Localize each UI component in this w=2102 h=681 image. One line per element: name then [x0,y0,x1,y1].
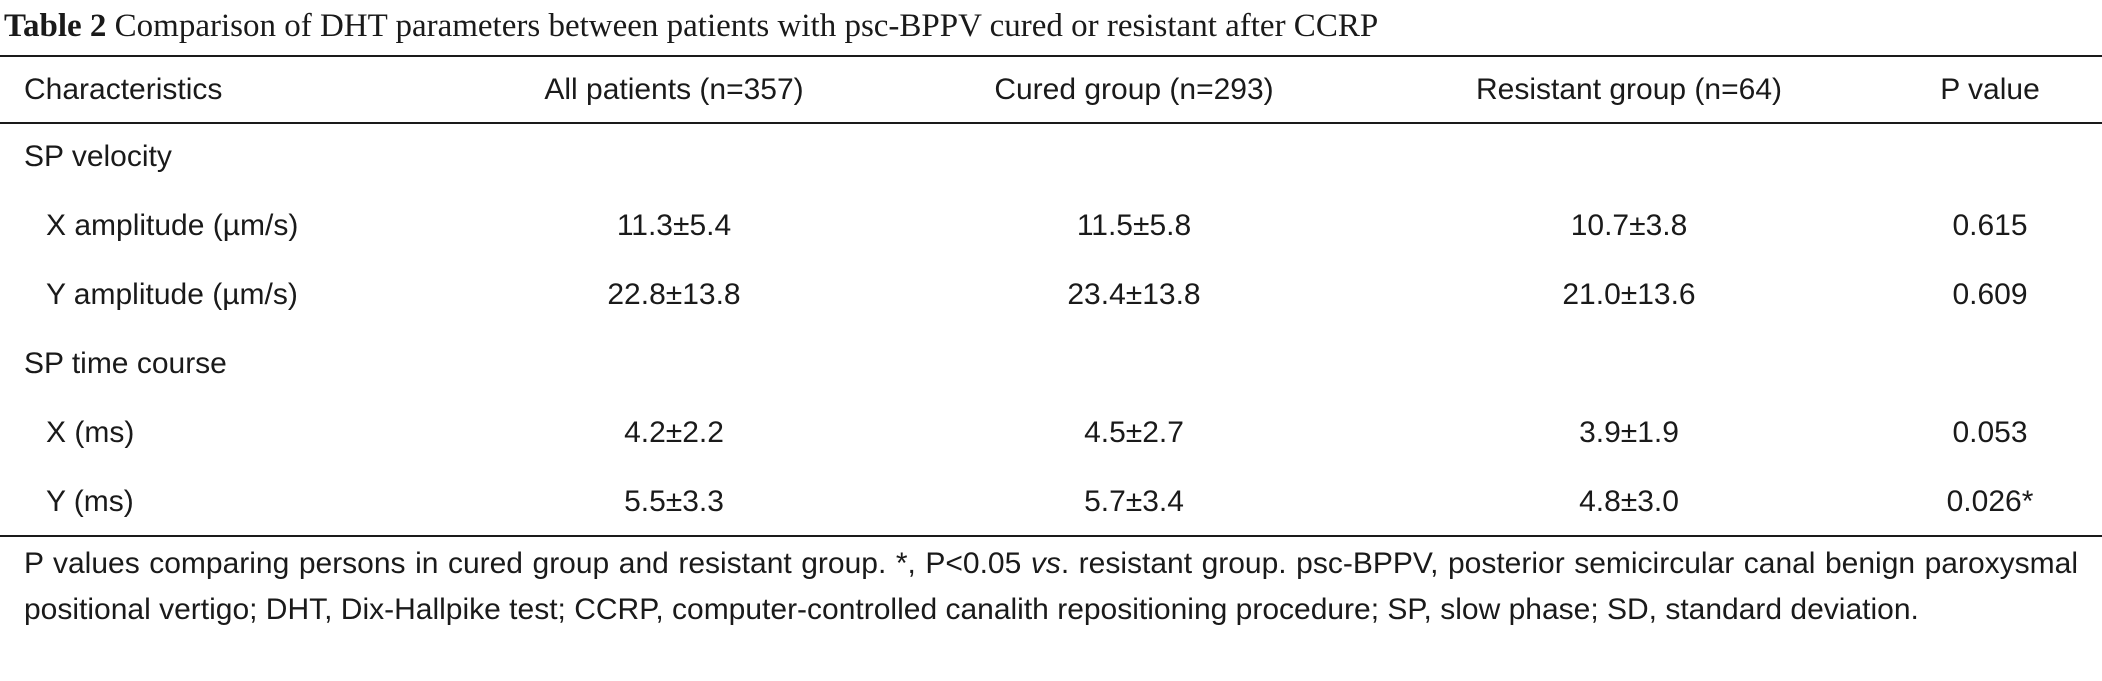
cell-p-value: 0.026* [1946,484,2034,518]
cell-cured-group: 5.7±3.4 [1084,484,1184,518]
table-body: SP velocity X amplitude (µm/s) 11.3±5.4 … [0,122,2102,536]
header-all-patients: All patients (n=357) [544,72,804,106]
table-caption: Table 2 Comparison of DHT parameters bet… [4,4,1378,48]
table-row: SP velocity [0,122,2102,191]
footnote-text-start: P values comparing persons in cured grou… [24,547,1031,580]
cell-p-value: 0.615 [1952,208,2028,242]
header-rule [0,122,2102,124]
cell-resistant-group: 3.9±1.9 [1579,415,1679,449]
cell-p-value [1854,329,2102,398]
cell-p-value [1854,122,2102,191]
bottom-rule [0,535,2102,537]
table-row: X amplitude (µm/s) 11.3±5.4 11.5±5.8 10.… [0,191,2102,260]
row-label: Y (ms) [46,484,134,518]
cell-all-patients: 11.3±5.4 [616,208,732,242]
cell-p-value: 0.053 [1952,415,2028,449]
table-row: X (ms) 4.2±2.2 4.5±2.7 3.9±1.9 0.053 [0,398,2102,467]
table-caption-text: Comparison of DHT parameters between pat… [114,8,1379,44]
cell-all-patients: 22.8±13.8 [607,277,741,311]
cell-resistant-group: 21.0±13.6 [1562,277,1696,311]
footnote-vs: vs [1030,547,1061,580]
cell-all-patients: 4.2±2.2 [624,415,724,449]
cell-resistant-group [1404,329,1854,398]
table-header: Characteristics All patients (n=357) Cur… [0,57,2102,122]
cell-resistant-group: 4.8±3.0 [1579,484,1679,518]
header-cured-group: Cured group (n=293) [994,72,1274,106]
cell-all-patients: 5.5±3.3 [624,484,724,518]
cell-cured-group: 11.5±5.8 [1076,208,1192,242]
cell-all-patients [484,122,864,191]
cell-resistant-group [1404,122,1854,191]
cell-cured-group [864,329,1404,398]
row-label: SP time course [24,346,227,380]
cell-p-value: 0.609 [1952,277,2028,311]
cell-cured-group: 4.5±2.7 [1084,415,1184,449]
header-resistant-group: Resistant group (n=64) [1475,72,1782,106]
table-row: SP time course [0,329,2102,398]
table-row: Y amplitude (µm/s) 22.8±13.8 23.4±13.8 2… [0,260,2102,329]
footnote-text-end: . resistant group. psc-BPPV, posterior s… [24,547,2078,626]
table-row: Y (ms) 5.5±3.3 5.7±3.4 4.8±3.0 0.026* [0,467,2102,536]
table-caption-label: Table 2 [4,8,107,44]
top-rule [0,55,2102,57]
header-row: Characteristics All patients (n=357) Cur… [0,57,2102,122]
row-label: SP velocity [24,139,172,173]
cell-cured-group: 23.4±13.8 [1067,277,1201,311]
cell-resistant-group: 10.7±3.8 [1570,208,1688,242]
table-footnote: P values comparing persons in cured grou… [24,541,2078,633]
row-label: Y amplitude (µm/s) [46,277,298,311]
header-characteristics: Characteristics [24,72,223,106]
row-label: X (ms) [46,415,135,449]
cell-all-patients [484,329,864,398]
header-p-value: P value [1940,72,2040,106]
cell-cured-group [864,122,1404,191]
row-label: X amplitude (µm/s) [46,208,299,242]
data-table: Characteristics All patients (n=357) Cur… [0,57,2102,536]
